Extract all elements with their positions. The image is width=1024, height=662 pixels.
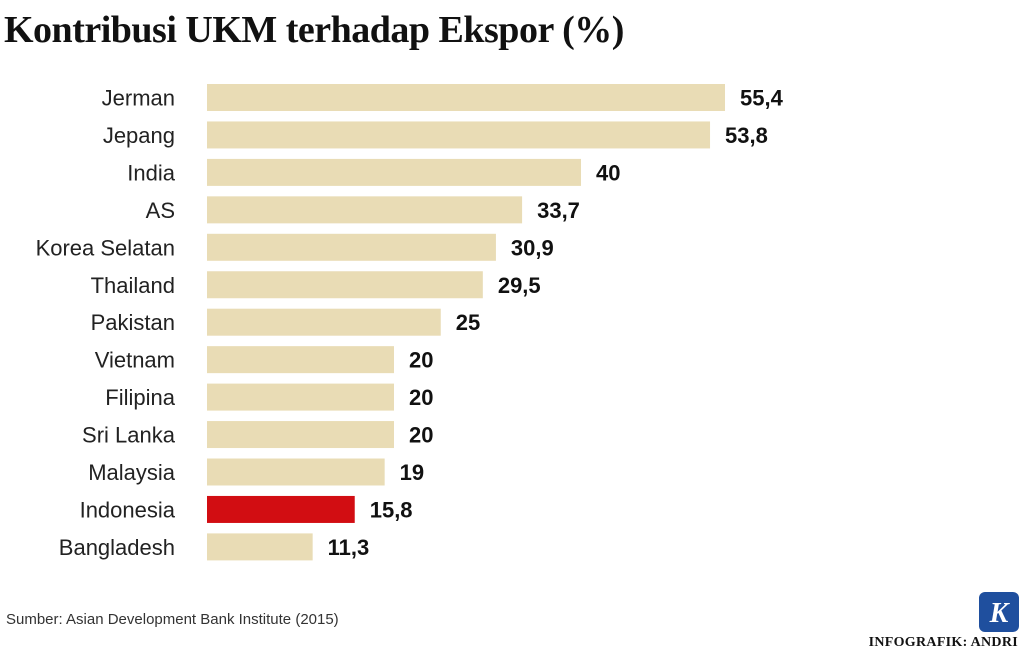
category-label: India [127,160,175,185]
bar [207,121,711,149]
value-label: 20 [409,348,433,373]
category-label: Filipina [105,385,175,410]
category-label: Malaysia [88,460,176,485]
value-label: 29,5 [498,273,541,298]
bar [207,533,313,561]
bar [207,84,725,111]
bar [207,421,395,449]
infographic-credit: INFOGRAFIK: ANDRI [868,635,1018,650]
value-label: 30,9 [511,235,554,260]
bar [207,346,395,374]
category-label: Jerman [102,86,175,111]
value-label: 53,8 [725,123,768,148]
bar [207,271,483,299]
category-label: Bangladesh [59,535,175,560]
value-label: 55,4 [740,86,784,111]
bar-chart: Jerman 55,4 Jepang 53,8 India 40 AS 33,7 Korea S… [36,84,784,561]
bar [207,196,523,224]
value-label: 20 [409,423,433,448]
bar [207,233,496,261]
category-label: Indonesia [80,497,176,522]
category-label: Thailand [91,273,175,298]
value-label: 40 [596,160,620,185]
bar-highlight [207,495,355,523]
bar [207,158,582,186]
category-label: Sri Lanka [82,423,176,448]
source-note: Sumber: Asian Development Bank Institute… [6,611,339,628]
category-label: AS [146,198,175,223]
value-label: 25 [456,310,480,335]
category-label: Pakistan [91,310,175,335]
kompas-k-logo-icon: K [979,592,1019,632]
value-label: 20 [409,385,433,410]
bar [207,458,385,486]
bar [207,383,395,411]
category-label: Korea Selatan [36,235,175,260]
svg-text:K: K [989,598,1011,627]
value-label: 33,7 [537,198,580,223]
bar [207,308,441,336]
value-label: 19 [400,460,424,485]
chart-title: Kontribusi UKM terhadap Ekspor (%) [4,9,624,51]
value-label: 15,8 [370,497,413,522]
category-label: Vietnam [95,348,175,373]
value-label: 11,3 [328,535,370,560]
category-label: Jepang [103,123,175,148]
